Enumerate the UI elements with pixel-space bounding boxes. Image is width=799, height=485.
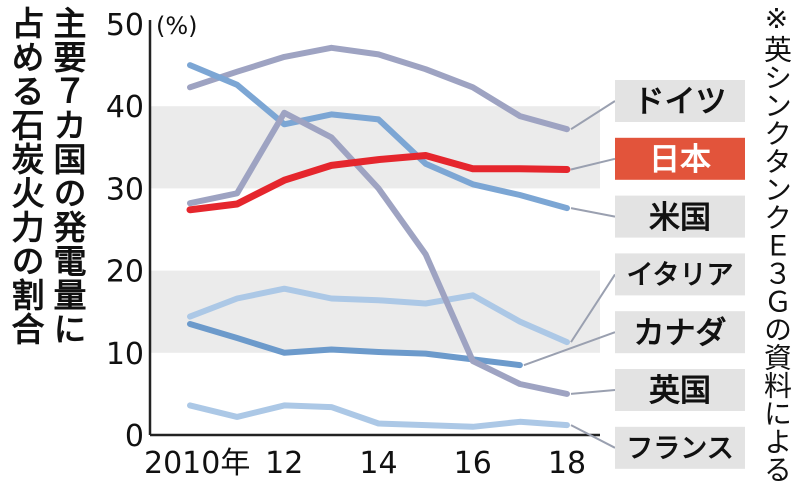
series-line-3: [187, 285, 570, 346]
series-line-6: [187, 402, 570, 430]
x-tick-label-2012: 12: [265, 446, 303, 481]
axes: [148, 20, 600, 437]
legend-box-0: [615, 80, 745, 122]
legend-label-3: イタリア: [627, 260, 734, 291]
y-tick-label-20: 20: [106, 255, 144, 290]
legend-leader-3: [570, 273, 616, 343]
legend-leader-2: [570, 207, 616, 218]
y-tick-label-50: 50: [106, 8, 144, 43]
series-lines: [186, 44, 571, 430]
legend-leader-0: [570, 100, 616, 131]
legend-label-4: カナダ: [634, 315, 727, 351]
chart-title-line-2: 占める石炭火力の割合: [6, 6, 45, 346]
legend-leader-5: [570, 389, 616, 395]
legend-label-2: 米国: [649, 200, 711, 236]
legend-label-6: フランス: [626, 434, 733, 465]
y-tick-label-40: 40: [106, 90, 144, 125]
x-tick-label-2016: 16: [454, 446, 492, 481]
legend-leader-1: [570, 157, 616, 171]
series-line-5: [187, 109, 570, 397]
legend-box-1: [615, 137, 745, 180]
series-line-1: [186, 152, 571, 214]
series-line-2: [187, 62, 570, 212]
legend-label-5: 英国: [649, 373, 711, 409]
legend-box-3: [615, 253, 745, 296]
series-line-4: [187, 321, 523, 369]
legend-leaders: [523, 100, 616, 449]
source-note: ※英シンクタンクＥ３Ｇの資料による: [760, 2, 793, 483]
chart-title: 主要７カ国の発電量に 占める石炭火力の割合: [4, 6, 88, 346]
grid-bands: [150, 106, 600, 353]
legend-label-0: ドイツ: [634, 84, 727, 120]
legend-leader-6: [570, 424, 616, 449]
legend-label-1: 日本: [649, 142, 711, 178]
legend-box-5: [615, 369, 745, 411]
grid-band-1: [150, 270, 600, 353]
legend-box-2: [615, 195, 745, 238]
series-line-0: [187, 44, 570, 133]
x-tick-label-2018: 18: [548, 446, 586, 481]
y-tick-label-30: 30: [106, 172, 144, 207]
x-tick-label-2010: 2010年: [144, 446, 250, 481]
tick-labels: 0 10 20 30 40 50 (%) 2010年 12 14 16 18: [106, 8, 586, 481]
legend-box-6: [615, 426, 745, 469]
y-unit-label: (%): [156, 12, 198, 40]
x-tick-label-2014: 14: [359, 446, 397, 481]
y-tick-label-10: 10: [106, 337, 144, 372]
chart-title-line-1: 主要７カ国の発電量に: [48, 6, 87, 346]
y-tick-label-0: 0: [125, 419, 144, 454]
legend-box-4: [615, 311, 745, 354]
legend-leader-4: [523, 331, 616, 367]
